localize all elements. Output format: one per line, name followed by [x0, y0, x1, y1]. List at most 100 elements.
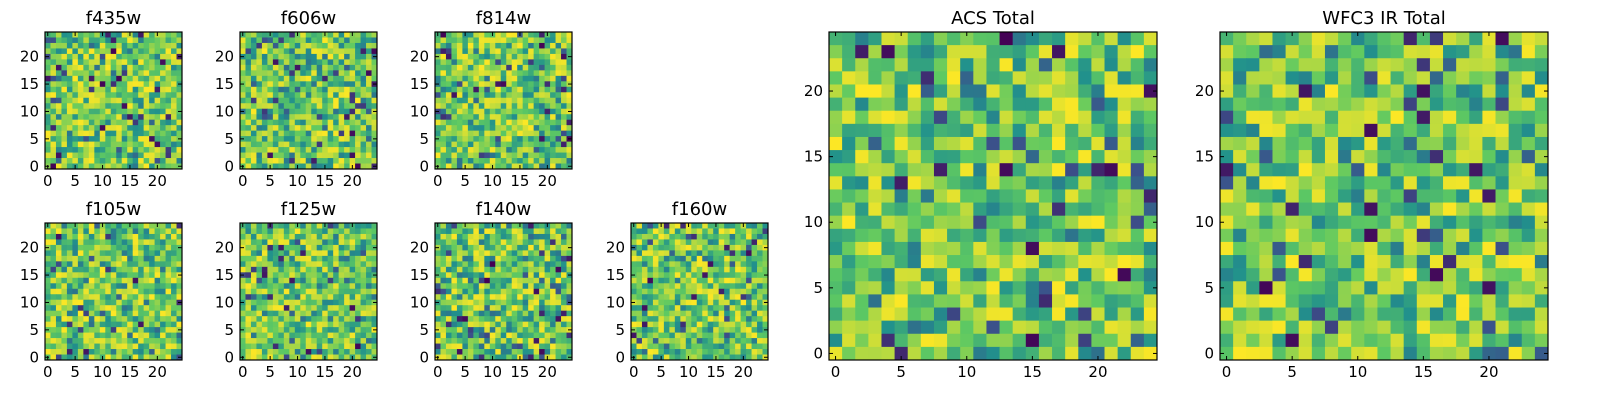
heatmap-cell: [171, 48, 177, 55]
heatmap-cell: [517, 277, 524, 284]
heatmap-cell: [528, 305, 535, 312]
heatmap-cell: [116, 75, 123, 82]
heatmap-cell: [294, 86, 301, 93]
heatmap-cell: [506, 37, 513, 44]
heatmap-cell: [50, 239, 57, 246]
heatmap-cell: [561, 321, 567, 328]
heatmap-cell: [691, 266, 698, 273]
heatmap-cell: [561, 261, 567, 268]
heatmap-cell: [311, 233, 318, 240]
heatmap-cell: [127, 158, 134, 164]
heatmap-cell: [478, 158, 485, 164]
heatmap-cell: [316, 244, 323, 251]
heatmap-cell: [154, 299, 161, 306]
heatmap-cell: [77, 244, 84, 251]
heatmap-cell: [566, 92, 573, 99]
heatmap-cell: [88, 125, 95, 132]
heatmap-cell: [868, 84, 882, 98]
heatmap-cell: [360, 141, 367, 148]
heatmap-cell: [829, 163, 843, 177]
heatmap-cell: [366, 316, 372, 323]
heatmap-cell: [344, 343, 350, 350]
heatmap-cell: [355, 277, 361, 284]
heatmap-cell: [445, 283, 452, 290]
heatmap-cell: [333, 272, 340, 279]
heatmap-cell: [50, 277, 57, 284]
heatmap-cell: [283, 32, 290, 38]
heatmap-cell: [528, 288, 535, 295]
heatmap-cell: [272, 97, 279, 104]
heatmap-cell: [663, 316, 670, 323]
heatmap-cell: [456, 244, 463, 251]
y-tick-label: 10: [20, 102, 39, 120]
heatmap-cell: [1078, 202, 1092, 217]
heatmap-cell: [333, 81, 340, 88]
heatmap-cell: [658, 316, 665, 323]
heatmap-cell: [256, 70, 263, 77]
heatmap-cell: [99, 327, 106, 333]
heatmap-cell: [327, 136, 334, 142]
heatmap-cell: [762, 332, 769, 339]
heatmap-cell: [489, 277, 496, 284]
heatmap-cell: [456, 233, 463, 240]
heatmap-cell: [511, 70, 518, 77]
heatmap-cell: [986, 84, 1000, 98]
heatmap-cell: [489, 299, 496, 306]
heatmap-cell: [99, 338, 106, 344]
heatmap-cell: [539, 321, 545, 328]
heatmap-cell: [272, 81, 279, 88]
heatmap-cell: [338, 283, 345, 290]
heatmap-cell: [495, 321, 502, 328]
heatmap-cell: [740, 266, 747, 273]
heatmap-cell: [539, 294, 545, 301]
heatmap-cell: [72, 310, 79, 317]
heatmap-cell: [256, 338, 263, 344]
heatmap-cell: [713, 294, 720, 301]
heatmap-cell: [440, 338, 447, 344]
heatmap-cell: [261, 299, 268, 306]
heatmap-cell: [544, 283, 551, 290]
heatmap-cell: [88, 75, 95, 82]
heatmap-cell: [245, 349, 252, 355]
heatmap-cell: [311, 158, 318, 164]
heatmap-cell: [1091, 32, 1105, 46]
heatmap-cell: [495, 261, 502, 268]
heatmap-cell: [960, 32, 974, 46]
heatmap-cell: [327, 114, 334, 121]
heatmap-cell: [138, 136, 145, 142]
heatmap-cell: [550, 277, 556, 284]
heatmap-cell: [489, 141, 496, 148]
heatmap-cell: [718, 244, 725, 251]
heatmap-cell: [66, 152, 73, 159]
heatmap-cell: [132, 305, 139, 312]
heatmap-cell: [66, 310, 73, 317]
heatmap-cell: [272, 305, 279, 312]
heatmap-cell: [105, 233, 112, 240]
heatmap-cell: [171, 354, 177, 361]
heatmap-cell: [355, 152, 361, 159]
heatmap-cell: [718, 321, 725, 328]
heatmap-cell: [1117, 110, 1132, 125]
heatmap-cell: [550, 130, 556, 137]
heatmap-cell: [154, 327, 161, 333]
heatmap-cell: [495, 125, 502, 132]
heatmap-cell: [658, 343, 665, 350]
heatmap-cell: [707, 327, 714, 333]
heatmap-cell: [83, 294, 90, 301]
heatmap-cell: [868, 189, 882, 203]
heatmap-cell: [495, 130, 502, 137]
heatmap-cell: [440, 64, 447, 71]
heatmap-cell: [652, 277, 659, 284]
heatmap-cell: [506, 305, 513, 312]
heatmap-cell: [478, 266, 485, 273]
heatmap-cell: [500, 321, 507, 328]
heatmap-cell: [294, 321, 301, 328]
heatmap-cell: [663, 277, 670, 284]
heatmap-cell: [165, 244, 172, 251]
heatmap-cell: [138, 244, 145, 251]
heatmap-cell: [278, 294, 285, 301]
heatmap-cell: [566, 261, 573, 268]
heatmap-cell: [440, 277, 447, 284]
heatmap-cell: [511, 266, 518, 273]
heatmap-cell: [261, 70, 268, 77]
